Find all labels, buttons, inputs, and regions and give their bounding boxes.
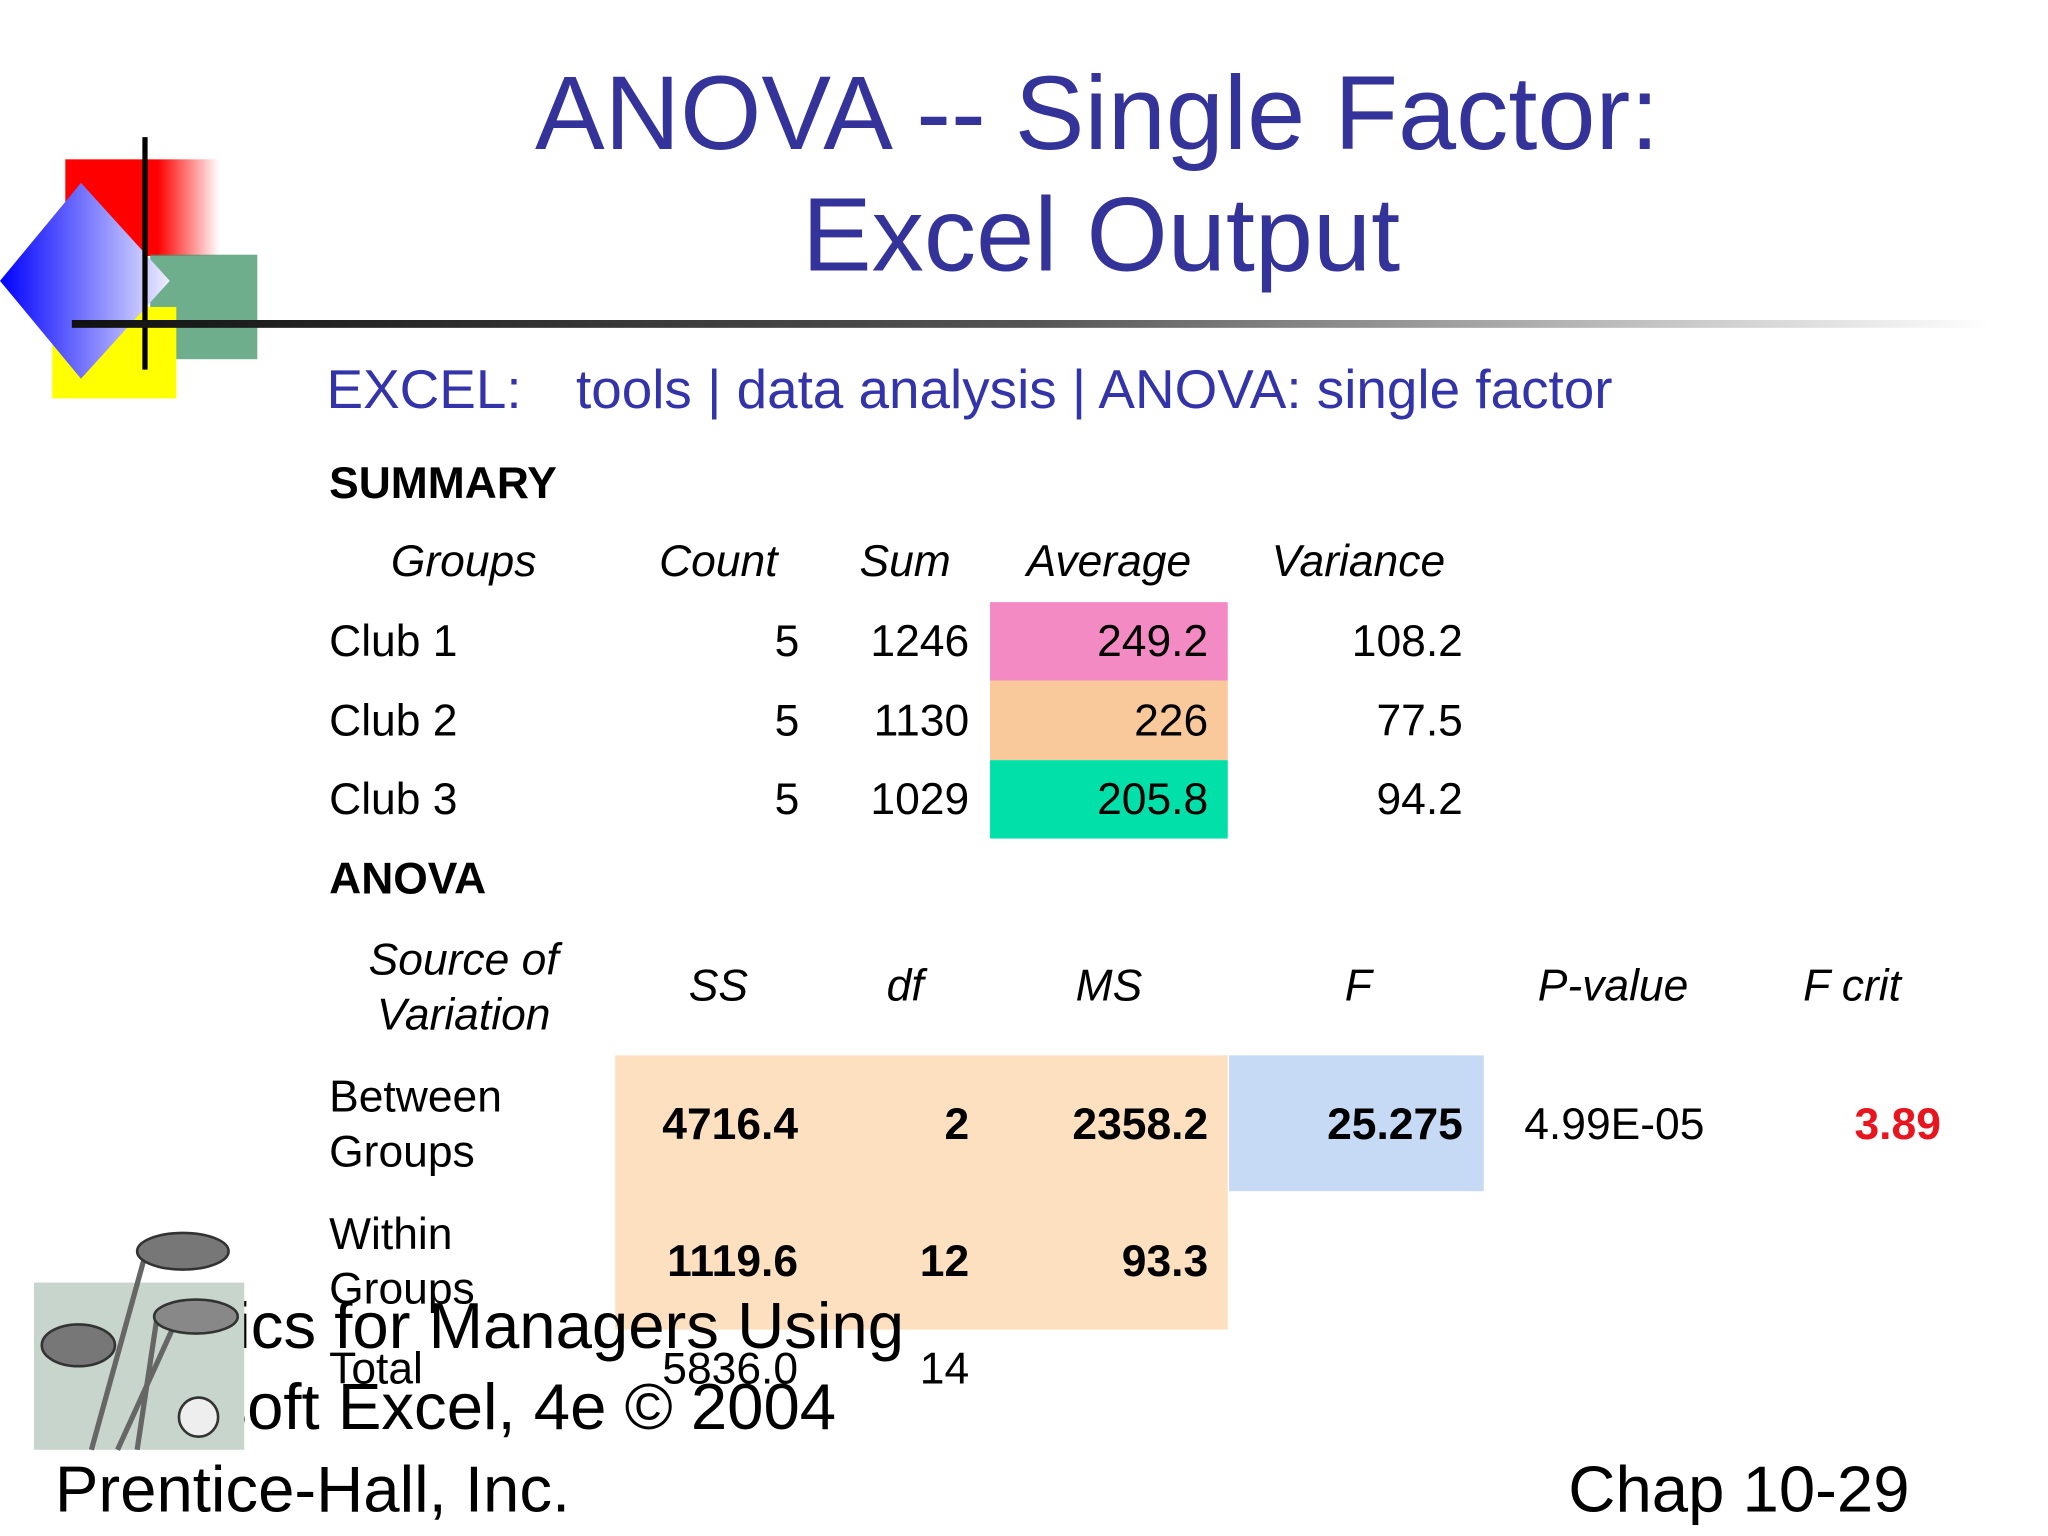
table-cell: 3.89 — [1854, 1100, 1940, 1149]
column-header: MS — [1076, 962, 1143, 1011]
citation: Prentice-Hall, Inc. — [55, 1452, 570, 1525]
table-cell: 5 — [775, 696, 800, 745]
anova-heading: ANOVA — [329, 855, 486, 904]
row-label: Within — [329, 1210, 452, 1259]
table-cell: 77.5 — [1376, 696, 1462, 745]
table-cell: 249.2 — [1097, 617, 1208, 666]
table-cell: 93.3 — [1122, 1237, 1208, 1286]
table-cell: 1029 — [870, 775, 969, 824]
row-label: Total — [329, 1344, 423, 1393]
column-header: F — [1345, 962, 1375, 1011]
table-cell: Club 1 — [329, 617, 457, 666]
column-header: Average — [1024, 537, 1192, 586]
table-cell: 4716.4 — [662, 1100, 798, 1149]
title: Excel Output — [802, 177, 1400, 294]
table-cell: 94.2 — [1376, 775, 1462, 824]
column-header: Count — [659, 537, 779, 586]
tables: Groups Count Sum Average Variance Club 1 5 1246… — [329, 537, 1941, 1393]
column-header: df — [887, 962, 929, 1011]
column-header: SS — [689, 962, 749, 1011]
table-cell: 5 — [775, 775, 800, 824]
table-cell: 12 — [920, 1237, 969, 1286]
row-label: Groups — [329, 1265, 475, 1314]
table-cell: 1130 — [874, 696, 969, 745]
row-label: Groups — [329, 1128, 475, 1177]
table-cell: 2 — [944, 1100, 969, 1149]
table-cell: Club 3 — [329, 775, 457, 824]
column-header: Variance — [1272, 537, 1446, 586]
table-cell: 25.275 — [1327, 1100, 1463, 1149]
title: ANOVA -- Single Factor: — [535, 55, 1659, 172]
table-cell: 1246 — [870, 617, 969, 666]
golf-icon — [33, 1231, 245, 1451]
subtitle-label: EXCEL: — [327, 358, 522, 420]
logo — [0, 137, 258, 399]
column-header: Variation — [377, 990, 551, 1039]
table-cell: 2358.2 — [1072, 1100, 1208, 1149]
title-rule — [71, 320, 1992, 328]
column-header: F crit — [1803, 962, 1902, 1011]
summary-heading: SUMMARY — [329, 459, 557, 508]
subtitle: tools | data analysis | ANOVA: single fa… — [576, 358, 1613, 420]
column-header: P-value — [1538, 962, 1689, 1011]
table-cell: 1119.6 — [667, 1237, 798, 1286]
table-cell: 4.99E-05 — [1524, 1100, 1704, 1149]
table-cell: 5836.0 — [662, 1344, 798, 1393]
table-cell: 226 — [1134, 696, 1208, 745]
cell-highlights — [615, 602, 1484, 1330]
table-cell: 205.8 — [1097, 775, 1208, 824]
table-cell: Club 2 — [329, 696, 457, 745]
page-number: Chap 10-29 — [1568, 1452, 1909, 1525]
table-cell: 5 — [775, 617, 800, 666]
table-cell: 14 — [920, 1344, 969, 1393]
column-header: Groups — [391, 537, 537, 586]
row-label: Between — [329, 1073, 502, 1122]
table-cell: 108.2 — [1352, 617, 1463, 666]
column-header: Source of — [369, 936, 564, 985]
column-header: Sum — [860, 537, 951, 586]
